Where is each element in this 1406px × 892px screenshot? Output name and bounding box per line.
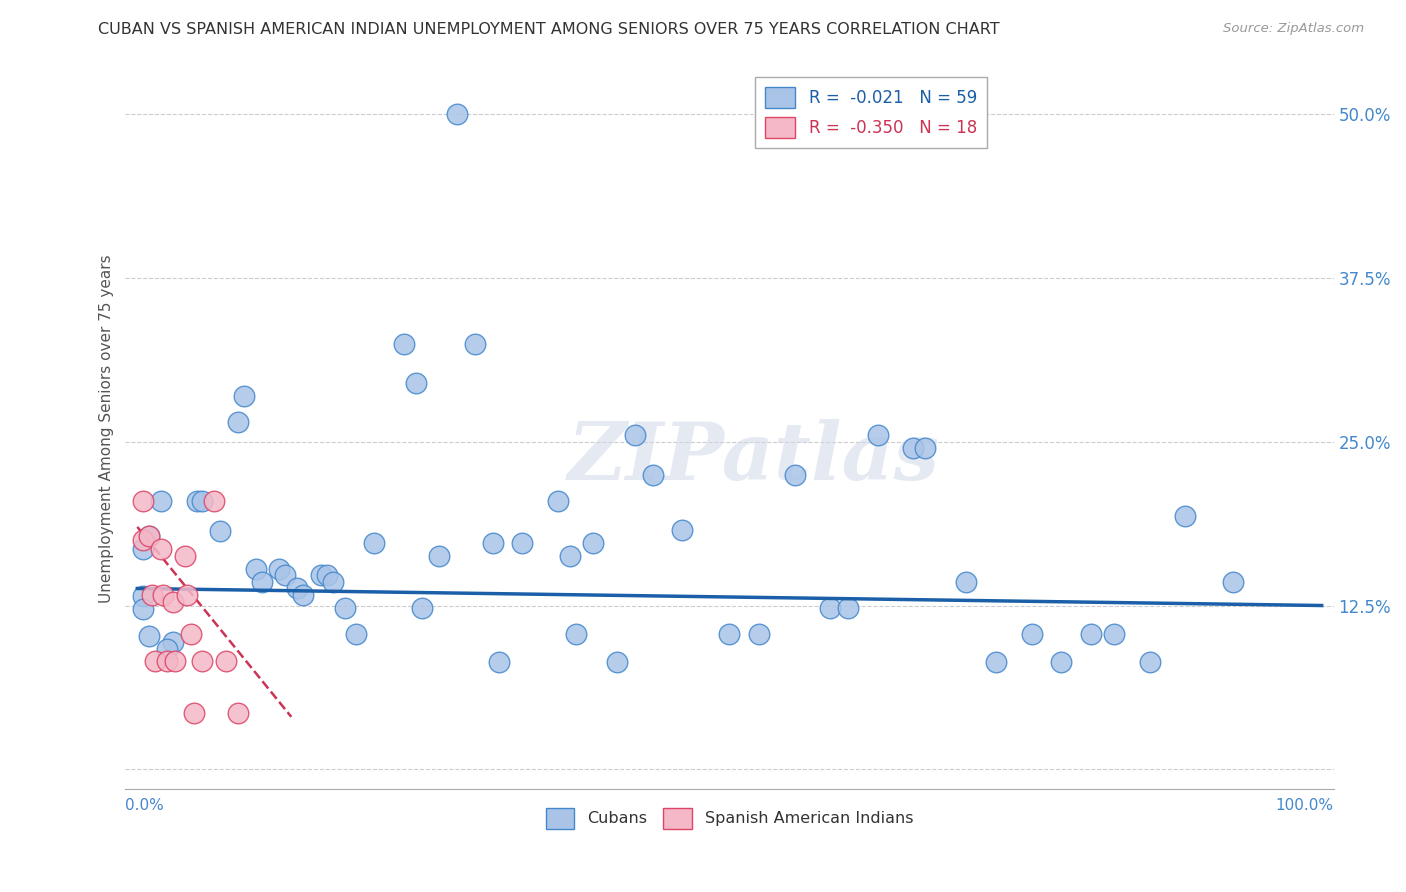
Point bbox=[606, 655, 628, 669]
Point bbox=[173, 549, 195, 563]
Legend: Cubans, Spanish American Indians: Cubans, Spanish American Indians bbox=[540, 802, 920, 835]
Point bbox=[132, 590, 155, 604]
Text: ZIPatlas: ZIPatlas bbox=[568, 418, 939, 496]
Point bbox=[547, 493, 569, 508]
Point bbox=[837, 601, 859, 615]
Point bbox=[138, 529, 160, 543]
Point bbox=[150, 542, 173, 557]
Point bbox=[641, 467, 664, 482]
Point bbox=[138, 529, 160, 543]
Text: CUBAN VS SPANISH AMERICAN INDIAN UNEMPLOYMENT AMONG SENIORS OVER 75 YEARS CORREL: CUBAN VS SPANISH AMERICAN INDIAN UNEMPLO… bbox=[98, 22, 1000, 37]
Point bbox=[292, 588, 315, 602]
Point bbox=[143, 653, 166, 667]
Point bbox=[481, 535, 503, 549]
Point bbox=[215, 653, 238, 667]
Point bbox=[901, 442, 924, 456]
Point bbox=[183, 706, 205, 720]
Point bbox=[914, 442, 936, 456]
Point bbox=[156, 653, 179, 667]
Point bbox=[333, 601, 356, 615]
Point bbox=[510, 535, 533, 549]
Point bbox=[1021, 627, 1043, 641]
Point bbox=[671, 523, 693, 537]
Point bbox=[176, 588, 198, 602]
Text: 100.0%: 100.0% bbox=[1275, 798, 1333, 813]
Text: 0.0%: 0.0% bbox=[125, 798, 165, 813]
Point bbox=[405, 376, 427, 390]
Point bbox=[232, 389, 254, 403]
Point bbox=[274, 568, 297, 582]
Point bbox=[1104, 627, 1126, 641]
Point bbox=[269, 562, 291, 576]
Point bbox=[132, 493, 155, 508]
Point bbox=[315, 568, 337, 582]
Point bbox=[165, 653, 187, 667]
Point bbox=[866, 428, 889, 442]
Point bbox=[984, 655, 1007, 669]
Point bbox=[344, 627, 367, 641]
Point bbox=[1139, 655, 1161, 669]
Point bbox=[783, 467, 806, 482]
Point bbox=[464, 336, 486, 351]
Point bbox=[818, 601, 841, 615]
Point bbox=[322, 574, 344, 589]
Y-axis label: Unemployment Among Seniors over 75 years: Unemployment Among Seniors over 75 years bbox=[100, 254, 114, 603]
Point bbox=[488, 655, 510, 669]
Point bbox=[186, 493, 208, 508]
Point bbox=[245, 562, 267, 576]
Point bbox=[250, 574, 273, 589]
Point bbox=[955, 574, 977, 589]
Point bbox=[1222, 574, 1244, 589]
Point bbox=[156, 641, 179, 656]
Point bbox=[202, 493, 225, 508]
Point bbox=[1050, 655, 1073, 669]
Point bbox=[132, 542, 155, 557]
Point bbox=[150, 493, 173, 508]
Point bbox=[427, 549, 450, 563]
Point bbox=[558, 549, 581, 563]
Point bbox=[1080, 627, 1102, 641]
Point bbox=[446, 107, 468, 121]
Point bbox=[564, 627, 586, 641]
Point bbox=[309, 568, 332, 582]
Point bbox=[226, 415, 249, 429]
Point bbox=[582, 535, 605, 549]
Point bbox=[162, 635, 184, 649]
Text: Source: ZipAtlas.com: Source: ZipAtlas.com bbox=[1223, 22, 1364, 36]
Point bbox=[191, 493, 214, 508]
Point bbox=[1174, 509, 1197, 524]
Point bbox=[141, 588, 163, 602]
Point bbox=[718, 627, 741, 641]
Point bbox=[748, 627, 770, 641]
Point bbox=[152, 588, 174, 602]
Point bbox=[162, 594, 184, 608]
Point bbox=[209, 524, 232, 538]
Point bbox=[285, 582, 308, 596]
Point bbox=[180, 627, 202, 641]
Point bbox=[191, 653, 214, 667]
Point bbox=[392, 336, 415, 351]
Point bbox=[132, 533, 155, 547]
Point bbox=[623, 428, 645, 442]
Point bbox=[226, 706, 249, 720]
Point bbox=[132, 602, 155, 616]
Point bbox=[363, 535, 385, 549]
Point bbox=[138, 629, 160, 643]
Point bbox=[411, 601, 433, 615]
